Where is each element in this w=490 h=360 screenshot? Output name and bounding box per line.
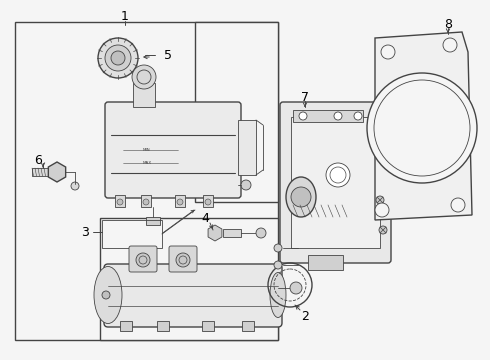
- Circle shape: [143, 199, 149, 205]
- Circle shape: [375, 203, 389, 217]
- Bar: [157, 321, 169, 331]
- Text: 6: 6: [34, 153, 42, 166]
- Circle shape: [136, 253, 150, 267]
- Bar: [141, 195, 151, 207]
- Circle shape: [241, 180, 251, 190]
- Circle shape: [299, 112, 307, 120]
- Circle shape: [379, 226, 387, 234]
- Text: 7: 7: [301, 90, 309, 104]
- Bar: [223, 229, 241, 237]
- Bar: [291, 117, 380, 248]
- Circle shape: [376, 126, 384, 134]
- Ellipse shape: [270, 273, 286, 318]
- Bar: [120, 321, 132, 331]
- Circle shape: [354, 112, 362, 120]
- FancyBboxPatch shape: [280, 102, 391, 263]
- FancyBboxPatch shape: [129, 246, 157, 272]
- Text: 8: 8: [444, 18, 452, 31]
- FancyBboxPatch shape: [169, 246, 197, 272]
- Bar: [146, 217, 160, 225]
- Ellipse shape: [71, 182, 79, 190]
- Bar: [175, 195, 185, 207]
- Bar: [293, 110, 363, 122]
- Polygon shape: [208, 225, 222, 241]
- FancyBboxPatch shape: [105, 102, 241, 198]
- Bar: [238, 120, 256, 175]
- Text: 1: 1: [121, 9, 129, 23]
- Ellipse shape: [286, 177, 316, 217]
- Circle shape: [379, 156, 387, 164]
- Bar: [203, 195, 213, 207]
- Circle shape: [205, 199, 211, 205]
- Bar: [202, 321, 214, 331]
- Bar: [308, 255, 343, 270]
- Circle shape: [290, 282, 302, 294]
- Circle shape: [381, 45, 395, 59]
- Bar: [242, 321, 254, 331]
- Text: MIN: MIN: [143, 148, 150, 152]
- Circle shape: [274, 261, 282, 269]
- Circle shape: [443, 38, 457, 52]
- Text: MAX: MAX: [143, 161, 152, 165]
- Text: 4: 4: [201, 212, 209, 225]
- Bar: [32, 168, 57, 176]
- Polygon shape: [49, 162, 66, 182]
- Circle shape: [111, 51, 125, 65]
- Bar: [195, 22, 278, 202]
- Bar: [102, 220, 162, 248]
- Bar: [133, 83, 155, 107]
- Text: 5: 5: [164, 49, 172, 62]
- Bar: [115, 195, 125, 207]
- Bar: [100, 218, 278, 340]
- FancyBboxPatch shape: [104, 264, 282, 327]
- Circle shape: [132, 65, 156, 89]
- Circle shape: [326, 163, 350, 187]
- Circle shape: [256, 228, 266, 238]
- Ellipse shape: [94, 266, 122, 324]
- Circle shape: [334, 112, 342, 120]
- Circle shape: [367, 73, 477, 183]
- Circle shape: [291, 187, 311, 207]
- Circle shape: [102, 291, 110, 299]
- Circle shape: [117, 199, 123, 205]
- Polygon shape: [375, 32, 472, 220]
- Circle shape: [274, 244, 282, 252]
- Circle shape: [451, 198, 465, 212]
- Circle shape: [376, 196, 384, 204]
- Circle shape: [98, 38, 138, 78]
- Bar: [15, 22, 278, 340]
- Text: 2: 2: [301, 310, 309, 323]
- Text: 3: 3: [81, 225, 89, 239]
- Circle shape: [176, 253, 190, 267]
- Circle shape: [177, 199, 183, 205]
- Circle shape: [105, 45, 131, 71]
